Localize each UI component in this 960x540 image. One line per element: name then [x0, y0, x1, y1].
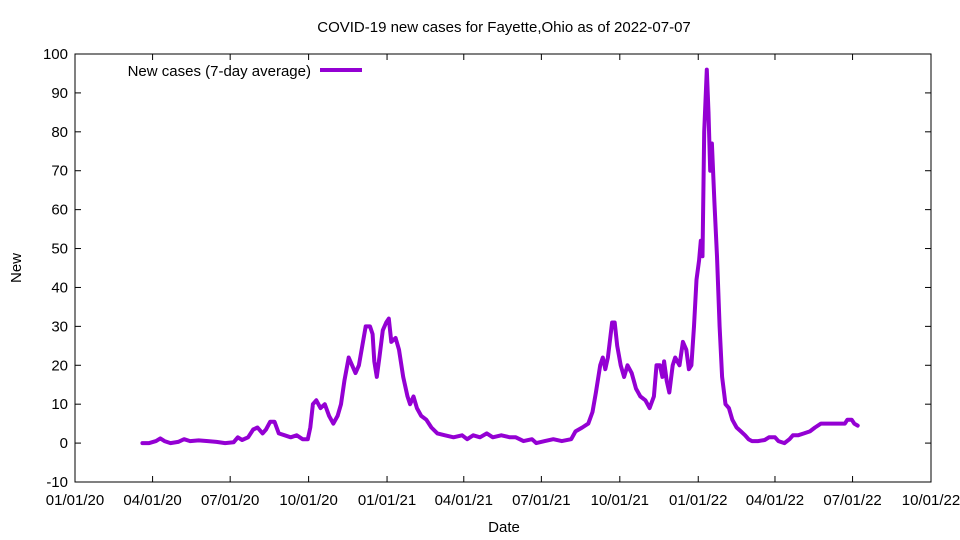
y-tick-label: 0 — [60, 435, 68, 452]
series-line — [140, 67, 860, 446]
x-axis: 01/01/20 04/01/20 07/01/20 10/01/20 01/01/21… — [46, 54, 960, 509]
y-tick-label: -10 — [46, 474, 68, 491]
legend-label: New cases (7-day average) — [128, 63, 311, 80]
x-tick-label: 10/01/20 — [279, 492, 337, 509]
y-tick-label: 100 — [43, 46, 68, 63]
y-tick-label: 20 — [51, 357, 68, 374]
y-axis-label: New — [8, 253, 25, 283]
x-tick-label: 07/01/22 — [823, 492, 881, 509]
x-tick-label: 07/01/20 — [201, 492, 259, 509]
chart-title: COVID-19 new cases for Fayette,Ohio as o… — [317, 19, 691, 36]
x-tick-label: 10/01/22 — [902, 492, 960, 509]
plot-border — [74, 53, 932, 483]
x-tick-label: 04/01/20 — [123, 492, 181, 509]
x-tick-label: 01/01/21 — [358, 492, 416, 509]
x-tick-label: 10/01/21 — [591, 492, 649, 509]
y-tick-label: 60 — [51, 202, 68, 219]
x-tick-label: 01/01/22 — [669, 492, 727, 509]
y-tick-label: 90 — [51, 85, 68, 102]
y-axis: -10 0 10 20 30 40 50 60 70 80 90 100 — [43, 46, 931, 491]
x-tick-label: 04/01/21 — [435, 492, 493, 509]
y-tick-label: 30 — [51, 318, 68, 335]
y-tick-label: 40 — [51, 279, 68, 296]
x-tick-label: 01/01/20 — [46, 492, 104, 509]
legend: New cases (7-day average) — [128, 63, 362, 80]
x-tick-label: 07/01/21 — [512, 492, 570, 509]
y-tick-label: 70 — [51, 163, 68, 180]
y-tick-label: 80 — [51, 124, 68, 141]
x-tick-label: 04/01/22 — [746, 492, 804, 509]
y-tick-label: 10 — [51, 396, 68, 413]
series-layer — [140, 67, 860, 446]
y-tick-label: 50 — [51, 241, 68, 258]
x-axis-label: Date — [488, 519, 520, 536]
